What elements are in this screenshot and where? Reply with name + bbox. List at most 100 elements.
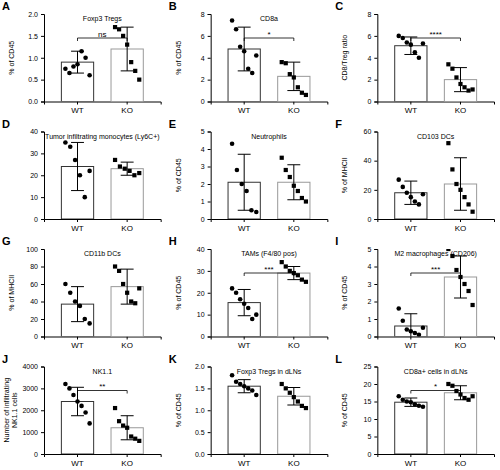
x-tick-mark: [410, 337, 411, 340]
y-tick: 0: [34, 216, 44, 223]
error-cap: [121, 439, 134, 440]
point: [413, 331, 418, 336]
x-tick-label: WT: [71, 224, 84, 233]
panel-label: F: [335, 118, 342, 130]
point: [280, 382, 284, 386]
x-tick-label: KO: [121, 106, 133, 115]
y-tick: 8: [367, 11, 377, 18]
x-axis: WTKO: [211, 337, 328, 351]
error-cap: [454, 67, 467, 68]
x-tick-label: KO: [288, 459, 300, 468]
y-axis-line: [374, 250, 378, 338]
y-tick: 0.5: [28, 76, 44, 83]
point: [87, 421, 92, 426]
point: [68, 290, 73, 295]
point: [125, 291, 129, 295]
panel: L0510152025WTKOCD8a+ cells in dLNs*% of …: [335, 353, 494, 468]
x-axis-line: [378, 337, 495, 340]
bar: [278, 182, 310, 219]
chart-title: Tumor infiltrating monocytes (Ly6C+): [45, 133, 159, 141]
panel: C02468WTKO****CD8/Treg ratio: [335, 0, 494, 115]
y-tick-mark: [374, 302, 377, 303]
y-axis-title: % of MHCII: [8, 275, 15, 311]
x-tick-mark: [127, 337, 128, 340]
y-tick-label: 1.5: [195, 385, 205, 392]
y-tick-label: 1000: [22, 429, 38, 436]
error-cap: [121, 162, 134, 163]
point: [230, 141, 235, 146]
y-tick-label: 0: [367, 451, 371, 458]
significance-label: *: [267, 30, 270, 39]
y-tick-mark: [208, 271, 211, 272]
point: [280, 60, 284, 64]
y-tick: 20: [30, 172, 44, 179]
point: [470, 87, 474, 91]
chart-title: Foxp3 Tregs in dLNs: [237, 368, 302, 376]
y-tick-mark: [374, 219, 377, 220]
point: [242, 384, 247, 389]
y-tick: 25: [364, 363, 378, 370]
error-cap: [71, 142, 84, 143]
y-axis-title: % of MHCII: [341, 157, 348, 193]
y-tick: 0.5: [195, 429, 211, 436]
y-tick-label: 0: [201, 98, 205, 105]
point: [454, 389, 458, 393]
point: [396, 177, 401, 182]
x-tick: KO: [121, 102, 133, 116]
point: [300, 278, 304, 282]
significance-label: ****: [429, 30, 441, 39]
x-tick-mark: [410, 102, 411, 105]
y-tick-label: 1: [201, 198, 205, 205]
panel-label: E: [169, 118, 176, 130]
x-tick-label: KO: [455, 459, 467, 468]
error-cap: [287, 266, 300, 267]
y-tick-label: 4: [367, 263, 371, 270]
y-tick-mark: [374, 367, 377, 368]
chart-title: Neutrophils: [251, 133, 287, 141]
y-tick: 0.0: [195, 451, 211, 458]
error-bar: [121, 162, 134, 175]
x-tick-mark: [244, 337, 245, 340]
bar: [395, 193, 427, 219]
y-tick-mark: [41, 14, 44, 15]
x-tick: WT: [405, 337, 418, 351]
bar: [228, 386, 260, 454]
x-tick: KO: [121, 454, 133, 468]
point: [466, 289, 470, 293]
x-tick-label: WT: [238, 106, 251, 115]
point: [300, 196, 304, 200]
panel-label: G: [2, 235, 11, 247]
x-tick: WT: [238, 219, 251, 233]
marks: [61, 140, 143, 219]
y-tick-label: 20: [30, 316, 38, 323]
y-axis-title-line: NK1.1 cells: [11, 392, 18, 428]
plot: 012345WTKONeutrophils% of CD45: [175, 128, 328, 232]
error-cap: [454, 298, 467, 299]
y-tick-label: 4: [367, 54, 371, 61]
error-line: [293, 165, 294, 200]
error-line: [77, 142, 78, 190]
y-tick: 0: [367, 451, 377, 458]
y-axis-title: % of CD45: [341, 276, 348, 310]
y-tick-label: 1: [367, 316, 371, 323]
x-tick-label: KO: [121, 459, 133, 468]
y-axis-line: [41, 367, 45, 455]
y-axis-line: [41, 132, 45, 220]
y-axis: 0510152025: [364, 363, 378, 458]
plot: 0.00.51.01.52.0WTKOFoxp3 Tregs in dLNs% …: [175, 363, 328, 467]
error-bar: [238, 154, 251, 210]
x-axis-line: [378, 220, 495, 223]
chart-title: CD8a+ cells in dLNs: [404, 368, 468, 375]
point: [396, 394, 401, 399]
y-tick-mark: [208, 184, 211, 185]
y-axis-title-line: % of CD45: [175, 276, 182, 310]
x-axis: WTKO: [378, 454, 495, 468]
y-axis: 010203040: [30, 128, 44, 222]
y-tick-mark: [374, 80, 377, 81]
panel: D010203040WTKOTumor infiltrating monocyt…: [2, 118, 161, 233]
x-axis-line: [211, 455, 328, 458]
x-tick-label: WT: [71, 106, 84, 115]
error-cap: [454, 91, 467, 92]
point: [400, 36, 405, 41]
y-tick-mark: [374, 102, 377, 103]
